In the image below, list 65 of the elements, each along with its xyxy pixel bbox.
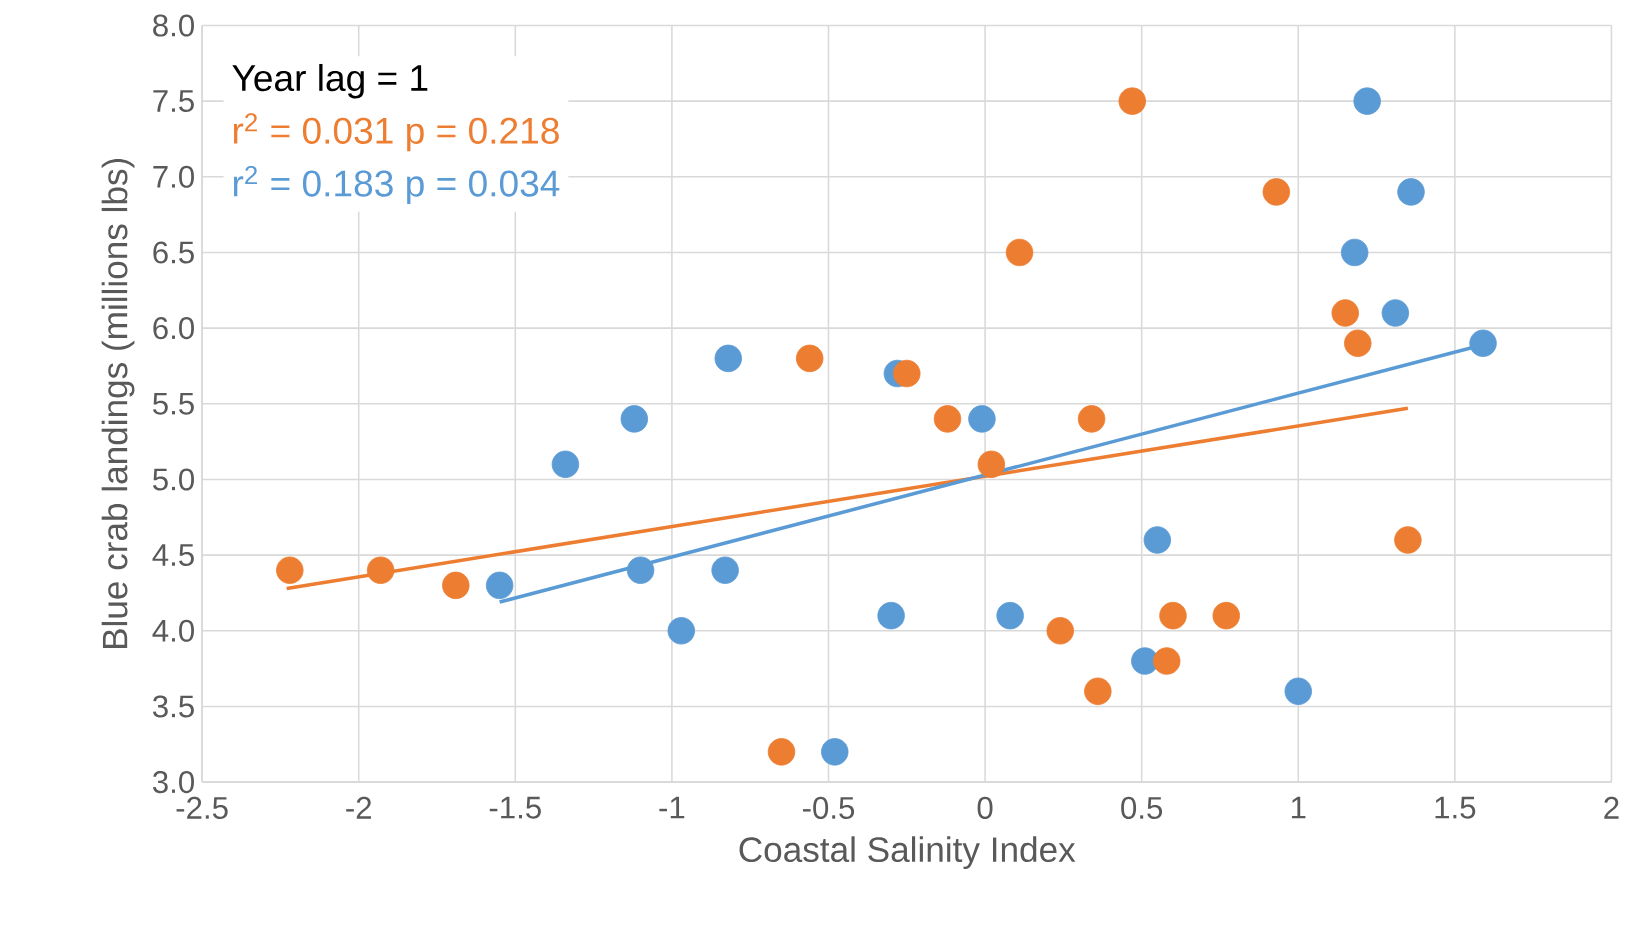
point bbox=[711, 556, 739, 584]
x-tick-label: 2 bbox=[1604, 796, 1619, 819]
point bbox=[1143, 526, 1172, 554]
point bbox=[485, 571, 514, 600]
point bbox=[1159, 601, 1187, 630]
point bbox=[1005, 238, 1034, 267]
annotation: r$^{2}$ = 0.031 p = 0.218 bbox=[233, 113, 559, 152]
point bbox=[1084, 677, 1112, 705]
y-tick-label: 7.0 bbox=[153, 165, 194, 188]
point bbox=[977, 450, 1006, 478]
point bbox=[1353, 87, 1381, 115]
point bbox=[1077, 405, 1106, 433]
point bbox=[667, 616, 696, 645]
x-tick-label: -1 bbox=[659, 796, 685, 819]
y-tick-label: 3.0 bbox=[152, 770, 194, 794]
point bbox=[1469, 329, 1497, 357]
point bbox=[821, 738, 849, 766]
y-tick-label: 8.0 bbox=[153, 14, 194, 37]
point bbox=[996, 601, 1024, 630]
point bbox=[1331, 299, 1359, 327]
x-tick-label: -1.5 bbox=[489, 796, 541, 819]
point bbox=[626, 556, 655, 584]
point bbox=[620, 405, 649, 433]
point bbox=[933, 405, 962, 433]
y-tick-label: 7.5 bbox=[153, 90, 194, 112]
y-tick-label: 6.5 bbox=[153, 241, 194, 264]
x-tick-label: -0.5 bbox=[802, 796, 855, 819]
point bbox=[1340, 238, 1369, 267]
annotation: r$^{2}$ = 0.183 p = 0.034 bbox=[233, 165, 560, 204]
y-tick-label: 5.0 bbox=[153, 468, 194, 491]
point bbox=[1344, 329, 1372, 357]
y-tick-label: 4.5 bbox=[152, 544, 194, 566]
point bbox=[366, 556, 395, 584]
x-axis-title: Coastal Salinity Index bbox=[739, 836, 1076, 869]
point bbox=[1381, 299, 1410, 327]
x-tick-label: 1.5 bbox=[1435, 796, 1476, 819]
x-tick-label: 0 bbox=[977, 796, 993, 819]
point bbox=[276, 556, 304, 584]
point bbox=[1153, 647, 1181, 675]
point bbox=[1262, 178, 1291, 206]
point bbox=[714, 344, 742, 373]
point bbox=[442, 571, 470, 600]
y-tick-label: 4.0 bbox=[152, 619, 194, 642]
annotation: Year lag = 1 bbox=[232, 63, 428, 99]
y-tick-label: 6.0 bbox=[153, 317, 194, 340]
y-tick-label: 5.5 bbox=[153, 392, 194, 415]
point bbox=[1131, 647, 1159, 675]
y-axis-title: Blue crab landings (millions lbs) bbox=[101, 158, 135, 648]
x-tick-label: -2 bbox=[346, 796, 372, 819]
x-tick-label: -2.5 bbox=[176, 796, 228, 819]
point bbox=[1284, 677, 1312, 705]
point bbox=[1046, 616, 1074, 645]
x-tick-label: 0.5 bbox=[1121, 796, 1163, 819]
point bbox=[1212, 601, 1240, 630]
point bbox=[767, 738, 796, 766]
point bbox=[551, 450, 580, 478]
point bbox=[1118, 87, 1146, 115]
x-tick-label: 1 bbox=[1291, 796, 1306, 819]
point bbox=[968, 405, 996, 433]
point bbox=[877, 601, 905, 630]
y-tick-label: 3.5 bbox=[152, 695, 194, 718]
point bbox=[1394, 526, 1422, 554]
point bbox=[1397, 178, 1425, 206]
point bbox=[795, 344, 824, 373]
point bbox=[893, 359, 921, 388]
